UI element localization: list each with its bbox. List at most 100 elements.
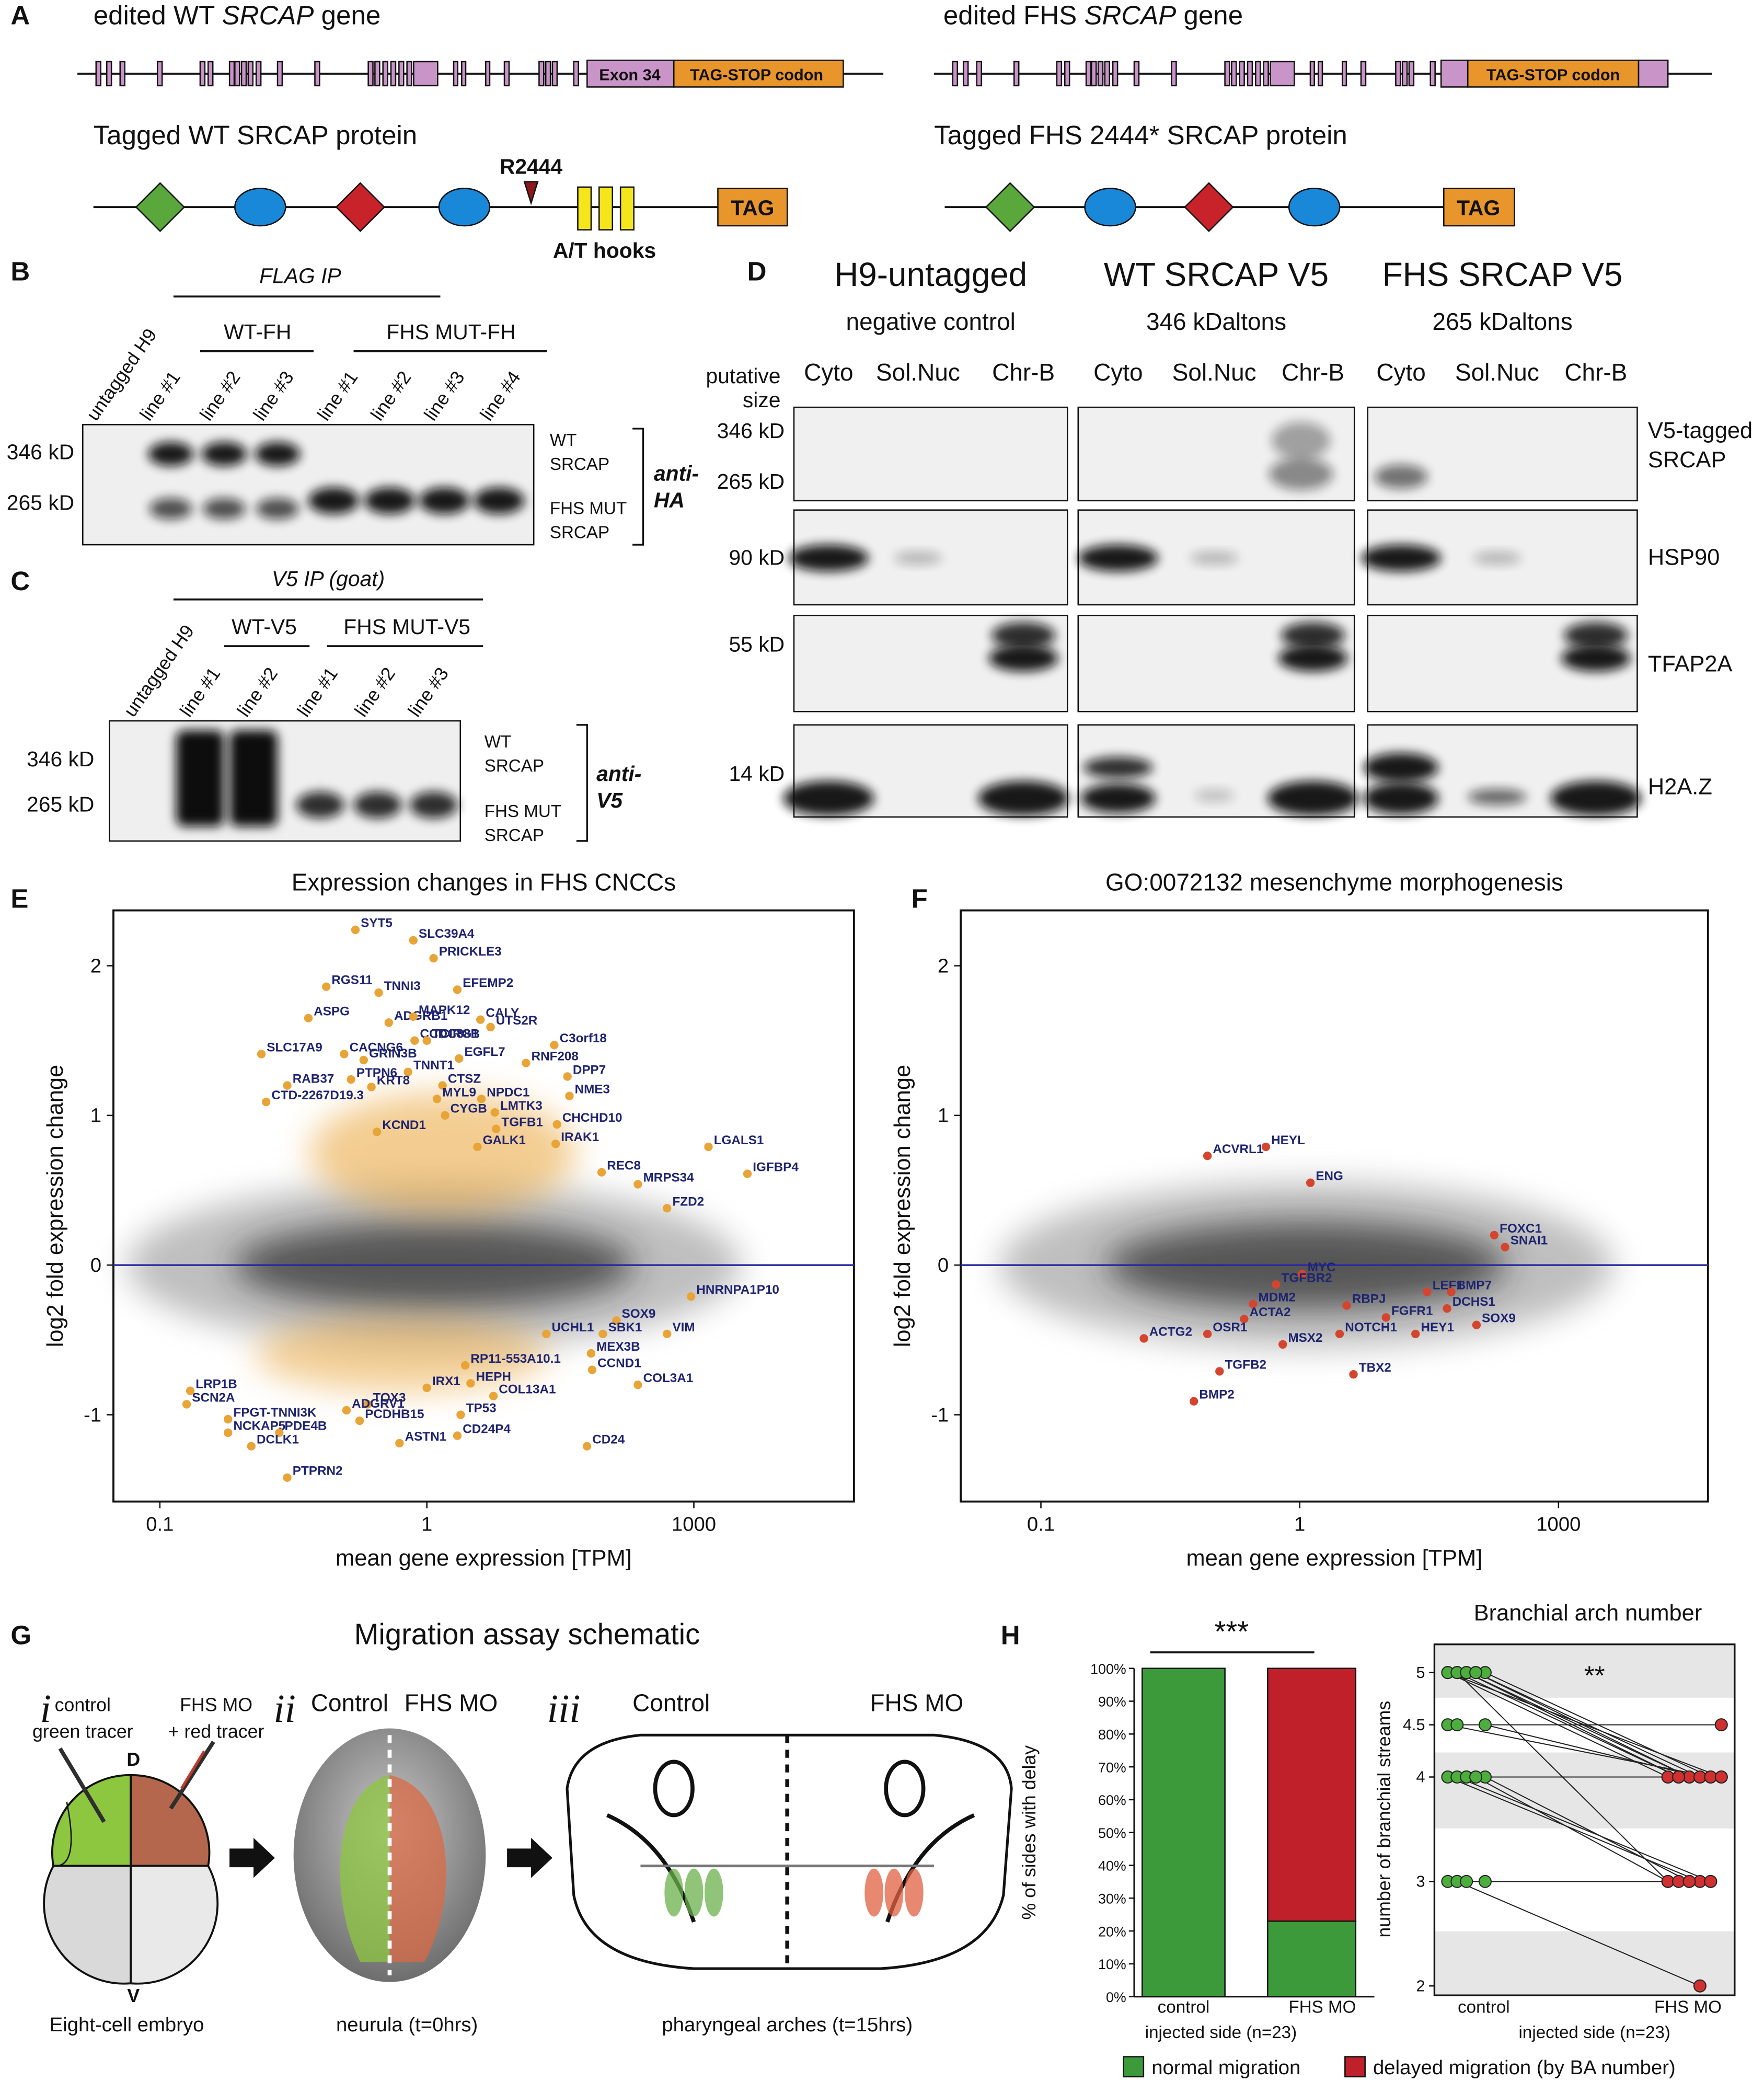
blot-band bbox=[255, 442, 301, 466]
gene-label: SCN2A bbox=[192, 1390, 235, 1405]
label: 55 kD bbox=[729, 632, 785, 656]
gene-point bbox=[1240, 1315, 1249, 1324]
label: Sol.Nuc bbox=[876, 359, 960, 386]
gene-label: HEPH bbox=[476, 1370, 511, 1384]
gene-label: PDE4B bbox=[284, 1419, 327, 1433]
exon bbox=[1309, 61, 1315, 87]
x-tick-label: control bbox=[1458, 1997, 1510, 2017]
heading-part: SRCAP bbox=[1084, 0, 1176, 30]
panel-letter: H bbox=[1001, 1620, 1020, 1650]
gene-label: HEY1 bbox=[1421, 1320, 1454, 1335]
gene-point bbox=[257, 1050, 266, 1059]
exon bbox=[485, 61, 491, 87]
label: 265 kD bbox=[27, 792, 94, 816]
gene-point bbox=[403, 1067, 412, 1076]
gene-point bbox=[422, 1383, 431, 1393]
blot-band bbox=[149, 498, 192, 520]
gene-label: TGFB2 bbox=[1225, 1358, 1266, 1372]
gene-point bbox=[1381, 1313, 1390, 1322]
gene-point bbox=[612, 1316, 621, 1325]
gene-label: DCHS1 bbox=[1452, 1295, 1495, 1309]
gene-point bbox=[633, 1180, 642, 1189]
gene-point bbox=[409, 936, 418, 945]
gene-point bbox=[1443, 1304, 1451, 1313]
gene-point bbox=[1203, 1329, 1212, 1339]
gene-label: ADGRV1 bbox=[352, 1397, 405, 1411]
y-axis-label: number of branchial streams bbox=[1374, 1701, 1394, 1938]
blastomere bbox=[53, 1801, 72, 1867]
exon bbox=[952, 61, 959, 87]
label: Chr-B bbox=[992, 359, 1055, 386]
gene-label: ACTA2 bbox=[1250, 1305, 1291, 1319]
gene-label: DPP7 bbox=[573, 1063, 606, 1077]
gene-label: SLC39A4 bbox=[419, 927, 475, 941]
exon bbox=[1270, 61, 1295, 87]
panel-letter: E bbox=[10, 883, 28, 913]
y-tick-label: 4.5 bbox=[1403, 1716, 1425, 1734]
exon bbox=[374, 61, 381, 87]
blot-band bbox=[1083, 757, 1153, 778]
exon bbox=[1104, 61, 1111, 87]
gene-point bbox=[1215, 1367, 1224, 1376]
blot-band bbox=[988, 645, 1058, 672]
label: TAG bbox=[731, 196, 774, 220]
label: WT SRCAP V5 bbox=[1104, 256, 1329, 293]
at-hook bbox=[577, 186, 592, 231]
gene-label: SBK1 bbox=[608, 1320, 642, 1335]
exon bbox=[199, 61, 206, 87]
exon bbox=[156, 61, 163, 87]
exon bbox=[413, 61, 439, 87]
y-tick-label: 0 bbox=[90, 1254, 101, 1276]
label: 346 kD bbox=[717, 419, 785, 443]
step-numeral: ii bbox=[273, 1686, 296, 1731]
label: Exon 34 bbox=[599, 66, 660, 84]
gene-label: IRAK1 bbox=[561, 1130, 599, 1144]
gene-point bbox=[247, 1442, 256, 1451]
arch-point bbox=[1478, 1718, 1492, 1732]
exon bbox=[367, 61, 374, 87]
gene-point bbox=[563, 1072, 572, 1081]
label: TAG-STOP codon bbox=[1486, 66, 1620, 84]
gene-point bbox=[363, 1400, 372, 1409]
label: FHS MUT bbox=[485, 802, 561, 821]
label: Cyto bbox=[1093, 359, 1143, 386]
exon bbox=[453, 61, 458, 87]
at-hook bbox=[619, 186, 635, 231]
gene-label: DCLK1 bbox=[257, 1433, 299, 1447]
gene-label: PCDHB15 bbox=[365, 1407, 424, 1421]
gene-label: CD24P4 bbox=[463, 1422, 511, 1436]
gene-point bbox=[347, 1075, 355, 1084]
gene-point bbox=[351, 925, 360, 934]
exon bbox=[390, 61, 397, 87]
gene-label: BMP2 bbox=[1199, 1388, 1234, 1402]
gene-point bbox=[410, 1036, 419, 1045]
gene-label: HEYL bbox=[1271, 1133, 1305, 1147]
at-hook bbox=[598, 186, 614, 231]
label: Eight-cell embryo bbox=[50, 2014, 204, 2036]
exon bbox=[1263, 61, 1269, 87]
gene-label: OSR1 bbox=[1213, 1320, 1247, 1335]
bracket bbox=[576, 724, 588, 842]
label: Cyto bbox=[804, 359, 853, 386]
heading: edited FHS SRCAP gene bbox=[943, 0, 1243, 30]
blot-band bbox=[1561, 645, 1631, 672]
gene-label: MDM2 bbox=[1259, 1291, 1296, 1305]
gene-label: CCND1 bbox=[597, 1356, 641, 1370]
exon bbox=[551, 61, 558, 87]
label: SRCAP bbox=[550, 523, 609, 542]
label: TAG-STOP codon bbox=[690, 66, 823, 84]
gene-point bbox=[686, 1292, 696, 1301]
blot-band bbox=[1468, 789, 1527, 805]
gene-label: MYL9 bbox=[442, 1085, 476, 1099]
gene-label: ENG bbox=[1316, 1169, 1343, 1183]
arch-point bbox=[1478, 1874, 1492, 1888]
label: Tagged FHS 2444* SRCAP protein bbox=[934, 120, 1347, 150]
gene-point bbox=[522, 1059, 531, 1067]
gene-label: MRPS34 bbox=[643, 1170, 695, 1184]
gene-point bbox=[322, 982, 331, 991]
label: HA bbox=[654, 488, 685, 512]
bar-segment bbox=[1267, 1668, 1357, 1922]
gene-point bbox=[1203, 1151, 1212, 1160]
gene-label: KCND1 bbox=[382, 1118, 426, 1132]
eye bbox=[884, 1760, 926, 1818]
